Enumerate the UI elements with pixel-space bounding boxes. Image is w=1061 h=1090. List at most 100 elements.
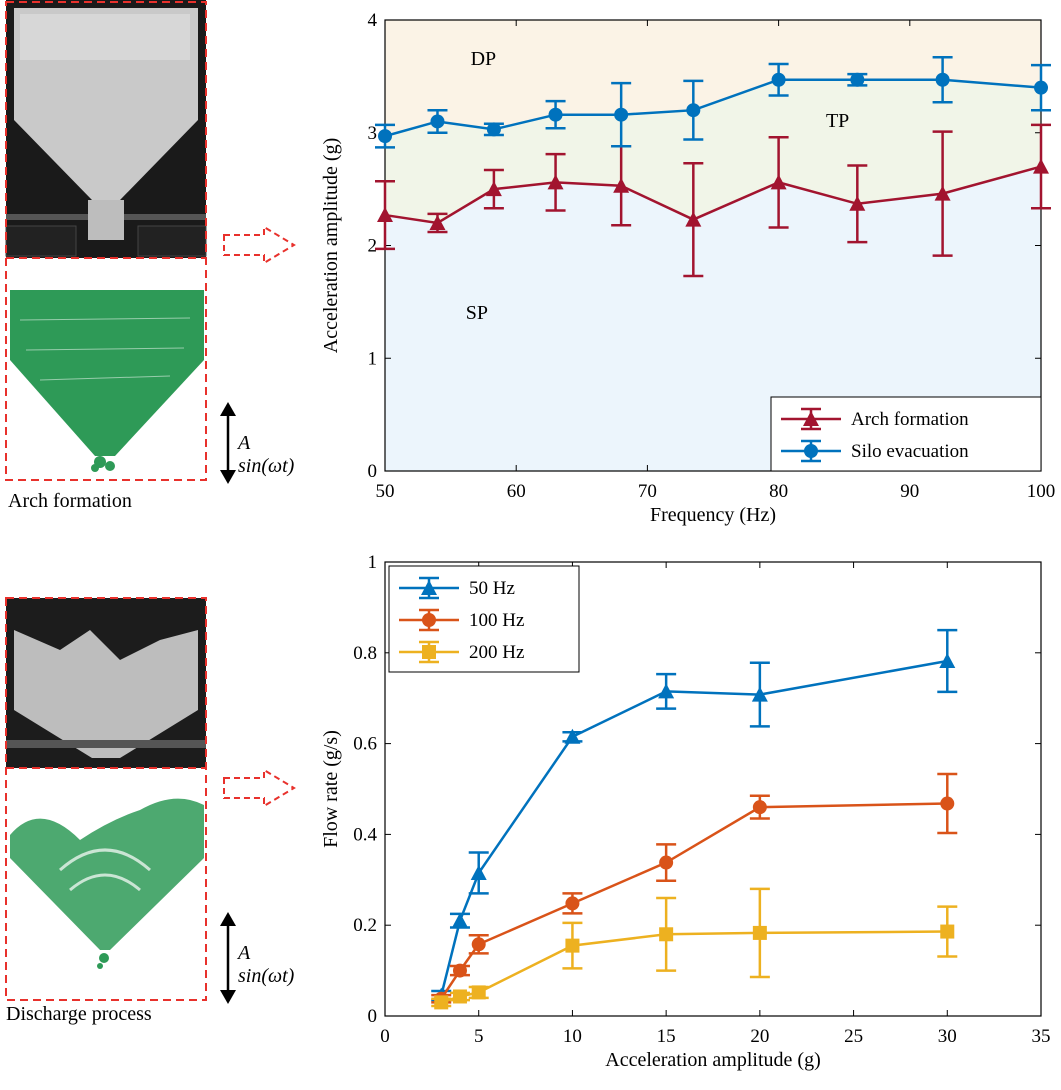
data-point: [686, 103, 701, 118]
y-tick-label: 1: [368, 348, 378, 369]
data-point: [430, 114, 445, 129]
series-200-hz: [431, 887, 958, 1010]
data-point: [849, 195, 866, 211]
x-tick-label: 50: [376, 481, 395, 502]
y-tick-label: 2: [368, 236, 378, 257]
data-point: [378, 129, 392, 144]
y-tick-label: 0.8: [353, 643, 377, 664]
flow-rate-chart: 0 5 10 15 20 25 30 35 0 0.2 0.4 0.6 0.8 1 Acceleration…: [300, 545, 1061, 1085]
series-silo-evacuation: [375, 55, 1051, 149]
data-point: [751, 686, 768, 702]
legend-marker: [804, 444, 818, 458]
data-point: [659, 927, 674, 942]
x-tick-label: 30: [938, 1026, 957, 1047]
data-point: [452, 963, 467, 978]
data-point: [452, 989, 467, 1004]
legend-marker: [803, 411, 819, 426]
region-sp: [385, 166, 1041, 471]
data-point: [752, 800, 767, 815]
discharge-simulation: [10, 798, 204, 969]
data-point: [1033, 158, 1049, 174]
region-tp: [385, 79, 1041, 223]
plot-frame: [384, 561, 1042, 1017]
x-tick-label: 70: [638, 481, 657, 502]
series-50-hz: [431, 628, 958, 1003]
data-point: [471, 937, 486, 952]
data-point: [940, 796, 955, 811]
legend: Arch formation Silo evacuation: [770, 396, 1042, 472]
x-tick-label: 5: [474, 1026, 484, 1047]
data-point: [429, 214, 446, 230]
region-dp: [385, 20, 1041, 137]
legend-marker: [422, 613, 436, 627]
series-line: [440, 802, 948, 1000]
data-point: [564, 728, 581, 744]
series-line: [440, 659, 948, 996]
vibration-equation: A sin(ωt): [238, 432, 295, 477]
data-point: [451, 912, 468, 928]
x-tick-label: 90: [900, 481, 919, 502]
series-line: [384, 165, 1042, 225]
discharge-frame: [5, 597, 207, 1001]
legend-label: 200 Hz: [469, 642, 524, 663]
x-tick-label: 10: [563, 1026, 582, 1047]
data-point: [486, 122, 501, 137]
series-line: [384, 78, 1042, 138]
x-axis-label: Frequency (Hz): [650, 504, 776, 526]
y-tick-label: 1: [368, 552, 378, 573]
data-point: [935, 72, 950, 87]
data-point: [939, 652, 956, 668]
data-point: [752, 925, 767, 940]
x-tick-label: 25: [844, 1026, 863, 1047]
phase-diagram-svg: DP TP SP 50 60 70 80 90 100 0 1 2 3 4 Frequency (Hz) Ac…: [320, 10, 1056, 526]
flow-rate-svg: 0 5 10 15 20 25 30 35 0 0.2 0.4 0.6 0.8 1 Acceleration…: [320, 552, 1051, 1071]
discharge-process-illustration: Discharge process A sin(ωt): [0, 590, 294, 1030]
x-tick-label: 0: [380, 1026, 390, 1047]
data-point: [614, 107, 629, 122]
legend-marker: [421, 580, 437, 595]
data-point: [471, 985, 486, 1000]
x-tick-label: 100: [1027, 481, 1056, 502]
y-tick-label: 0: [368, 1006, 378, 1027]
data-point: [565, 938, 580, 953]
legend-marker: [422, 645, 436, 659]
data-point: [659, 855, 674, 870]
arch-formation-illustration: Arch formation A sin(ωt): [0, 0, 294, 515]
series-arch-formation: [375, 123, 1051, 278]
data-point: [771, 72, 786, 87]
data-point: [850, 72, 865, 87]
x-axis-label: Acceleration amplitude (g): [605, 1049, 820, 1071]
data-point: [613, 177, 630, 193]
data-point: [685, 211, 702, 227]
y-tick-label: 0.4: [353, 824, 377, 845]
phase-diagram-chart: DP TP SP 50 60 70 80 90 100 0 1 2 3 4 Frequency (Hz) Ac…: [300, 0, 1061, 540]
arch-formation-caption: Arch formation: [8, 490, 132, 512]
series-100-hz: [431, 772, 958, 1006]
discharge-figure: [5, 597, 236, 1004]
y-tick-label: 3: [368, 123, 378, 144]
x-tick-label: 35: [1032, 1026, 1051, 1047]
data-point: [940, 924, 955, 939]
data-point: [565, 896, 580, 911]
y-tick-label: 0.2: [353, 915, 377, 936]
data-point: [934, 185, 951, 201]
data-point: [547, 174, 564, 190]
data-point: [1034, 80, 1048, 95]
region-label: SP: [466, 302, 488, 324]
legend: 50 Hz 100 Hz 200 Hz: [388, 565, 580, 673]
x-tick-label: 15: [657, 1026, 676, 1047]
y-tick-label: 0: [368, 461, 378, 482]
legend-label: 100 Hz: [469, 610, 524, 631]
arch-formation-simulation: [10, 290, 204, 472]
data-point: [658, 683, 675, 699]
data-point: [548, 107, 563, 122]
region-label: TP: [826, 110, 849, 132]
discharge-photo: [6, 598, 206, 768]
y-axis-label: Flow rate (g/s): [320, 730, 342, 848]
y-axis-label: Acceleration amplitude (g): [320, 138, 342, 353]
data-point: [485, 181, 502, 197]
legend-label: Arch formation: [851, 409, 969, 430]
x-tick-label: 20: [750, 1026, 769, 1047]
x-tick-label: 80: [769, 481, 788, 502]
data-point: [377, 207, 393, 223]
